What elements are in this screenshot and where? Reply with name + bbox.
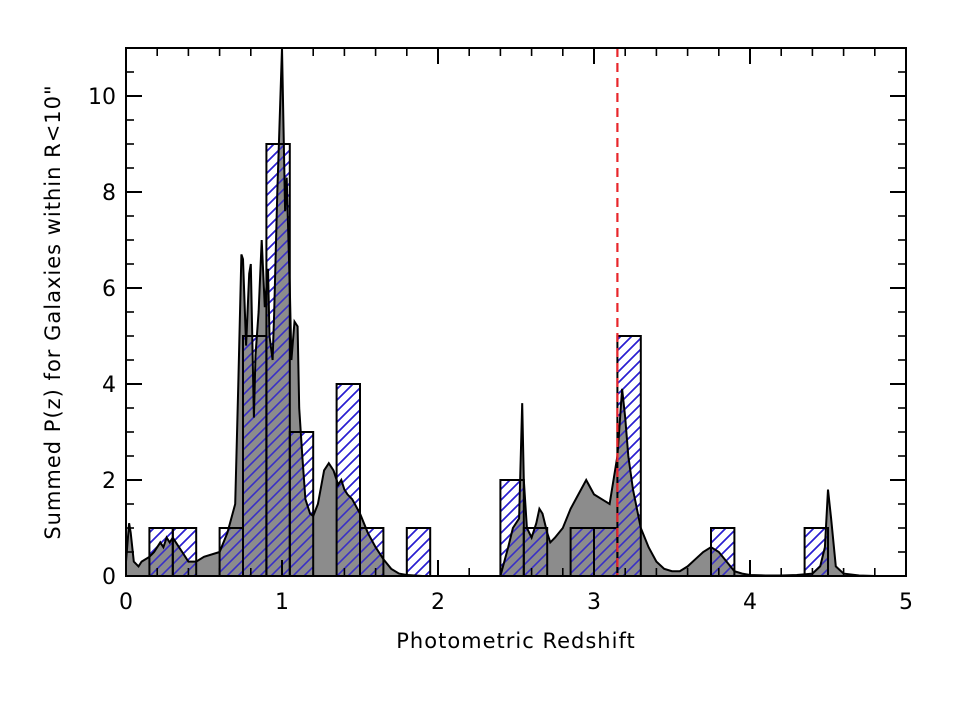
histogram-bar-hatch — [172, 528, 197, 576]
y-tick-label: 6 — [102, 277, 116, 302]
histogram-bar-outline — [405, 527, 432, 576]
histogram-bar-hatch — [711, 528, 735, 576]
histogram-bar-outline — [171, 527, 198, 576]
x-axis-title: Photometric Redshift — [396, 629, 635, 653]
histogram-bar-hatch — [266, 144, 290, 576]
x-tick-label: 2 — [431, 590, 445, 615]
histogram-bar-outline — [359, 527, 385, 576]
pz-curve-line — [126, 48, 891, 576]
histogram-bar-outline — [803, 527, 829, 576]
x-tick-label: 5 — [899, 590, 913, 615]
axes: 0 1 2 3 4 5 0 2 4 6 8 10 — [88, 47, 913, 615]
histogram-bar-hatch — [289, 432, 314, 576]
histogram-bar-hatch — [360, 528, 384, 576]
y-tick-label: 2 — [102, 469, 116, 494]
histogram-bar-hatch — [804, 528, 828, 576]
histogram-bar-outline — [522, 527, 549, 576]
histogram-bar-outline — [710, 527, 736, 576]
plot-area — [126, 48, 891, 576]
x-tick-label: 4 — [743, 590, 757, 615]
histogram-bar-hatch — [219, 528, 243, 576]
y-tick-label: 4 — [102, 373, 116, 398]
histogram-bar-outline — [335, 383, 362, 576]
histogram-bar-hatch — [243, 336, 267, 576]
histogram-bar-outline — [288, 431, 315, 576]
x-tick-label: 3 — [587, 590, 601, 615]
histogram-bar-hatch — [149, 528, 173, 576]
y-tick-label: 10 — [88, 85, 116, 110]
histogram-bar-hatch — [570, 528, 594, 576]
histogram-bar-hatch — [406, 528, 431, 576]
histogram-bar-hatch — [523, 528, 548, 576]
x-tick-label: 0 — [119, 590, 133, 615]
histogram-bar-hatch — [594, 528, 618, 576]
y-tick-label: 0 — [102, 565, 116, 590]
histogram-bar-outline — [265, 143, 291, 576]
y-tick-label: 8 — [102, 181, 116, 206]
y-axis-title: Summed P(z) for Galaxies within R<10" — [41, 84, 65, 539]
histogram-bar-hatch — [336, 384, 360, 576]
x-tick-label: 1 — [275, 590, 289, 615]
